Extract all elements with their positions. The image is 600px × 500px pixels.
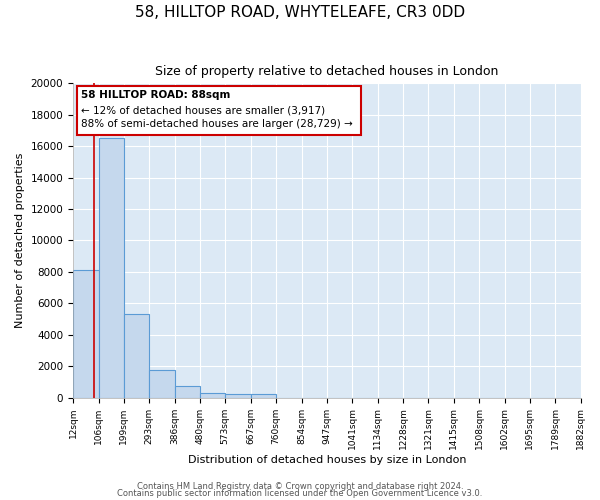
Bar [225, 394, 251, 398]
Bar [175, 386, 200, 398]
Bar [251, 394, 276, 398]
Bar [73, 270, 98, 398]
X-axis label: Distribution of detached houses by size in London: Distribution of detached houses by size … [188, 455, 466, 465]
Bar [200, 393, 225, 398]
Title: Size of property relative to detached houses in London: Size of property relative to detached ho… [155, 65, 499, 78]
Text: Contains HM Land Registry data © Crown copyright and database right 2024.: Contains HM Land Registry data © Crown c… [137, 482, 463, 491]
Text: Contains public sector information licensed under the Open Government Licence v3: Contains public sector information licen… [118, 490, 482, 498]
FancyBboxPatch shape [77, 86, 361, 135]
Y-axis label: Number of detached properties: Number of detached properties [15, 153, 25, 328]
Text: 58, HILLTOP ROAD, WHYTELEAFE, CR3 0DD: 58, HILLTOP ROAD, WHYTELEAFE, CR3 0DD [135, 5, 465, 20]
Bar [149, 370, 175, 398]
Bar [98, 138, 124, 398]
Text: 58 HILLTOP ROAD: 88sqm: 58 HILLTOP ROAD: 88sqm [80, 90, 230, 100]
Bar [124, 314, 149, 398]
Text: ← 12% of detached houses are smaller (3,917)
88% of semi-detached houses are lar: ← 12% of detached houses are smaller (3,… [80, 106, 352, 130]
